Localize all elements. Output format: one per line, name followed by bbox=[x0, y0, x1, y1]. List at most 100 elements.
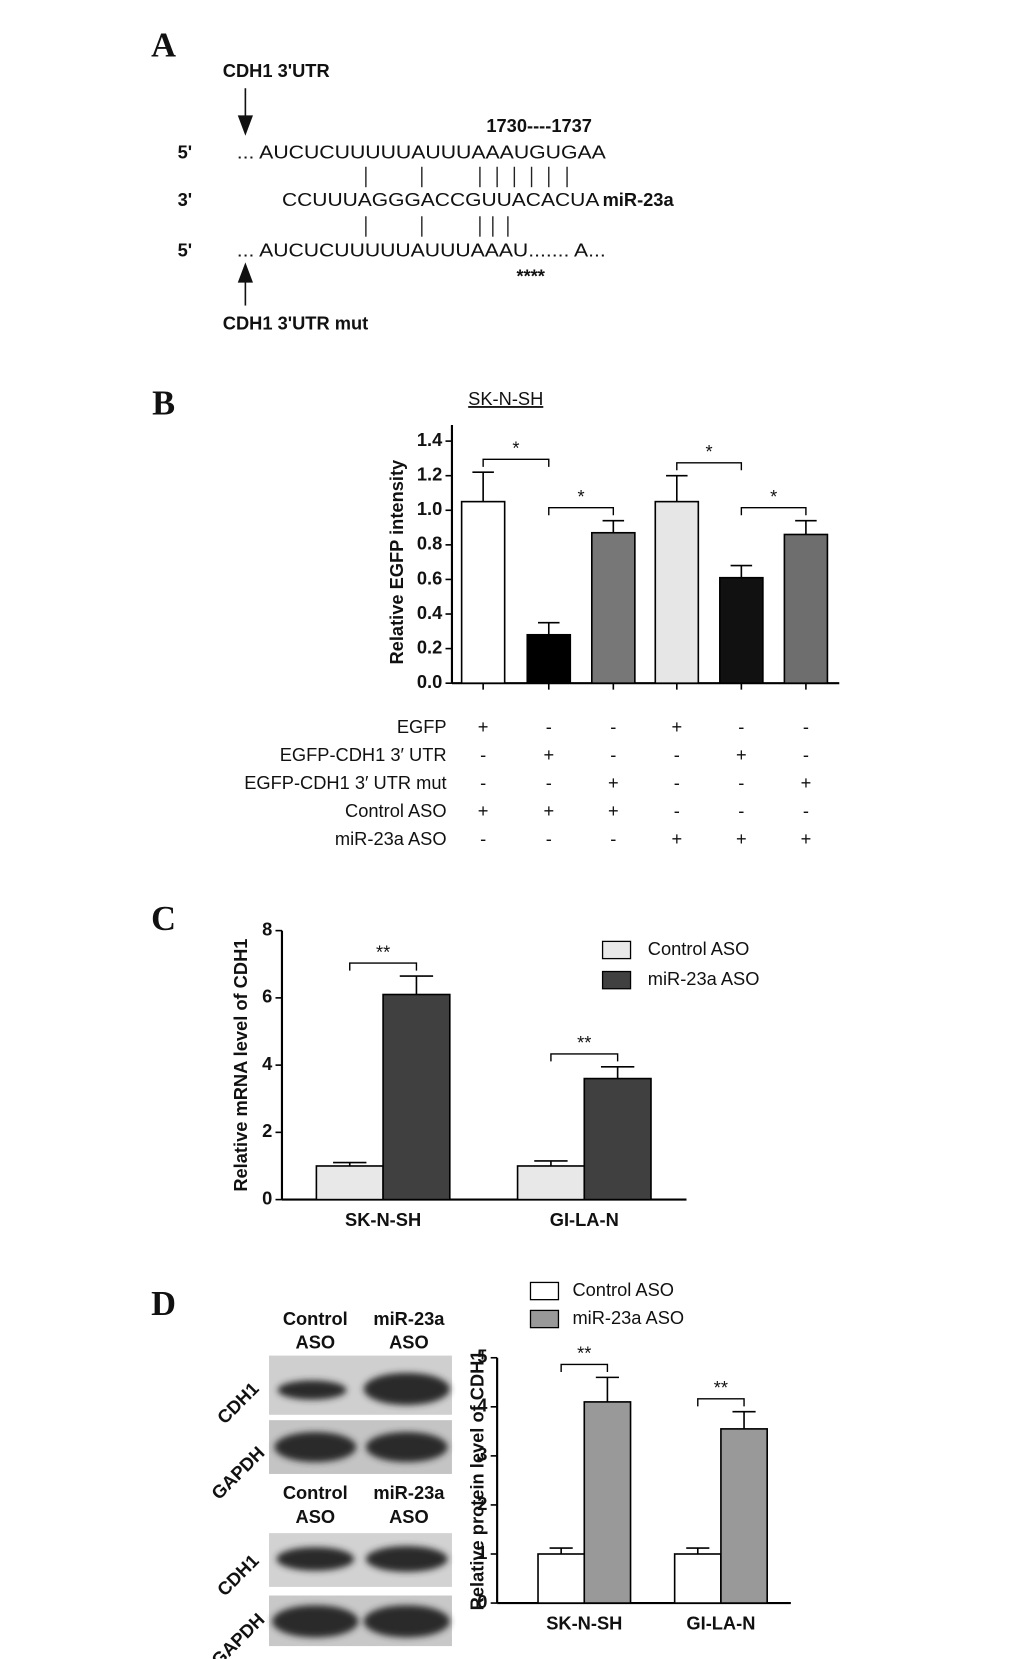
bar bbox=[783, 533, 829, 684]
y-tick-label: 4 bbox=[262, 1053, 273, 1074]
legend-label: miR-23a ASO bbox=[572, 1307, 684, 1328]
mirna-name: miR-23a bbox=[603, 189, 675, 210]
condition-sign: - bbox=[803, 744, 809, 765]
error-bar bbox=[595, 1376, 619, 1402]
error-bar bbox=[730, 564, 753, 578]
condition-sign: - bbox=[674, 772, 680, 793]
strand-end: 5' bbox=[178, 240, 193, 261]
error-bar bbox=[538, 621, 560, 635]
significance-label: ** bbox=[714, 1377, 728, 1398]
condition-sign: + bbox=[671, 716, 682, 737]
pairing-lines bbox=[365, 166, 568, 237]
significance-bracket bbox=[740, 507, 807, 516]
blot-header: ASO bbox=[389, 1506, 429, 1527]
western-blot bbox=[269, 1355, 452, 1647]
bar bbox=[719, 576, 764, 684]
y-tick-label: 0.8 bbox=[417, 533, 442, 554]
condition-sign: + bbox=[543, 744, 554, 765]
significance-label: * bbox=[770, 486, 777, 507]
position-label: 1730----1737 bbox=[486, 115, 592, 136]
y-tick-label: 0.4 bbox=[417, 602, 443, 623]
bar bbox=[460, 500, 506, 684]
x-tick-label: SK-N-SH bbox=[546, 1612, 622, 1633]
y-tick-label: 0 bbox=[262, 1187, 272, 1208]
condition-sign: - bbox=[610, 716, 616, 737]
panel-label: C bbox=[151, 900, 176, 938]
significance-label: ** bbox=[577, 1343, 591, 1364]
blot-header: ASO bbox=[296, 1332, 336, 1353]
error-bar bbox=[686, 1547, 710, 1554]
mutant-title: CDH1 3'UTR mut bbox=[223, 313, 368, 334]
panel-label: B bbox=[152, 385, 175, 423]
bar bbox=[516, 1165, 586, 1201]
bar bbox=[537, 1553, 586, 1604]
blot-header: miR-23a bbox=[373, 1308, 445, 1329]
significance-label: ** bbox=[376, 941, 390, 962]
condition-sign: - bbox=[674, 800, 680, 821]
error-bar bbox=[732, 1410, 756, 1429]
condition-sign: + bbox=[736, 744, 747, 765]
condition-label: miR-23a ASO bbox=[335, 828, 447, 849]
condition-sign: + bbox=[608, 772, 619, 793]
significance-bracket bbox=[550, 1053, 619, 1062]
bar bbox=[315, 1165, 384, 1201]
significance-bracket bbox=[560, 1363, 609, 1372]
condition-label: EGFP bbox=[397, 716, 447, 737]
condition-sign: + bbox=[801, 828, 812, 849]
panel-label: A bbox=[151, 26, 176, 64]
blot-header: Control bbox=[283, 1482, 348, 1503]
y-tick-label: 2 bbox=[477, 1493, 487, 1514]
condition-sign: - bbox=[546, 716, 552, 737]
y-tick-label: 0 bbox=[477, 1591, 487, 1612]
y-tick-label: 1.0 bbox=[417, 498, 442, 519]
error-bar bbox=[549, 1547, 573, 1554]
significance-bracket bbox=[482, 458, 550, 467]
condition-sign: - bbox=[546, 828, 552, 849]
y-tick-label: 6 bbox=[262, 986, 272, 1007]
sequence: CCUUUAGGGACCGUUACACUA bbox=[282, 189, 600, 210]
blot-row-label: CDH1 bbox=[213, 1378, 263, 1428]
bar bbox=[583, 1077, 652, 1201]
condition-sign: - bbox=[480, 828, 486, 849]
y-tick-label: 1.4 bbox=[417, 429, 443, 450]
sequence: ... AUCUCUUUUUAUUUAAAUGUGAA bbox=[237, 142, 607, 163]
y-axis-label: Relative mRNA level of CDH1 bbox=[230, 939, 251, 1192]
arrows bbox=[237, 88, 253, 306]
blot-row-label: CDH1 bbox=[213, 1550, 263, 1600]
significance-label: * bbox=[706, 441, 713, 462]
error-bar bbox=[602, 519, 625, 533]
blot-header: ASO bbox=[296, 1506, 336, 1527]
bar bbox=[654, 500, 700, 684]
chart-title: SK-N-SH bbox=[468, 388, 543, 409]
sequence-title: CDH1 3'UTR bbox=[223, 60, 330, 81]
condition-sign: + bbox=[608, 800, 619, 821]
condition-sign: + bbox=[801, 772, 812, 793]
error-bar bbox=[600, 1065, 635, 1079]
condition-sign: - bbox=[738, 800, 744, 821]
error-bar bbox=[472, 471, 494, 502]
condition-sign: + bbox=[671, 828, 682, 849]
legend-label: Control ASO bbox=[648, 938, 750, 959]
y-tick-label: 1 bbox=[477, 1542, 487, 1563]
significance-bracket bbox=[676, 462, 743, 471]
condition-sign: - bbox=[738, 772, 744, 793]
condition-sign: + bbox=[478, 716, 489, 737]
legend-label: miR-23a ASO bbox=[648, 968, 760, 989]
y-tick-label: 0.0 bbox=[417, 671, 442, 692]
y-tick-label: 4 bbox=[477, 1395, 488, 1416]
condition-sign: + bbox=[543, 800, 554, 821]
legend-swatch bbox=[601, 970, 632, 990]
significance-bracket bbox=[697, 1398, 745, 1407]
significance-bracket bbox=[349, 962, 418, 971]
error-bar bbox=[666, 474, 688, 502]
condition-sign: - bbox=[610, 828, 616, 849]
blot-row-label: GAPDH bbox=[207, 1609, 268, 1659]
error-bar bbox=[399, 975, 434, 995]
chart: 0.0 0.2 0.4 0.6 0.8 1.0 1.2 1.4 Relative EGFP in… bbox=[386, 388, 840, 692]
condition-sign: - bbox=[480, 772, 486, 793]
y-tick-label: 2 bbox=[262, 1120, 272, 1141]
sequence: ... AUCUCUUUUUAUUUAAAU....... A... bbox=[237, 240, 606, 261]
x-tick-label: GI-LA-N bbox=[686, 1612, 755, 1633]
